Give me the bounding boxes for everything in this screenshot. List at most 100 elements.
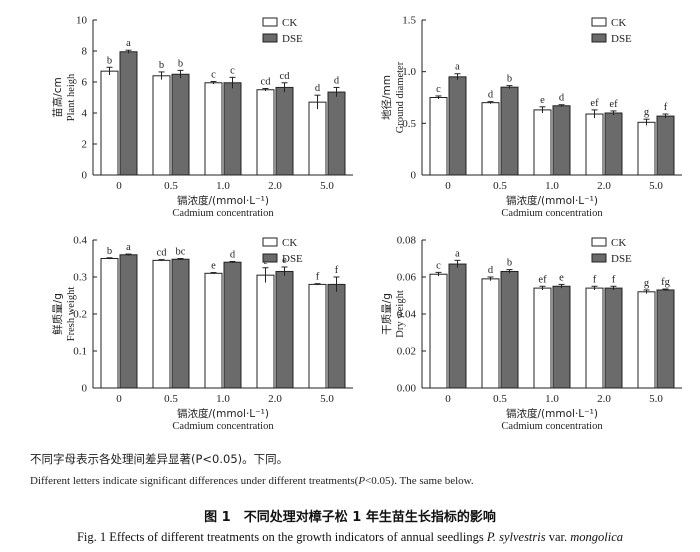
significance-letter: c — [230, 65, 235, 76]
y-tick-label: 0.3 — [73, 272, 87, 284]
significance-letter: a — [126, 38, 131, 49]
note-en-prefix: Different letters indicate significant d… — [30, 475, 359, 487]
bar-ck — [308, 101, 327, 176]
significance-letter: d — [559, 93, 565, 104]
x-tick-label: 0.5 — [164, 393, 178, 405]
x-tick-label: 2.0 — [597, 180, 611, 192]
significance-letter: b — [107, 246, 112, 257]
significance-letter: fg — [661, 277, 670, 288]
legend-label-ck: CK — [282, 237, 297, 249]
y-tick-label: 8 — [82, 46, 88, 58]
bar-dse — [656, 115, 675, 176]
note-en-p: P — [358, 475, 366, 487]
bar-ck — [637, 121, 656, 176]
legend-swatch-dse — [262, 33, 278, 43]
figure-caption-en: Fig. 1 Effects of different treatments o… — [0, 530, 700, 545]
legend-swatch-dse — [262, 253, 278, 263]
bar-ck — [585, 113, 604, 176]
y-axis-label-en: Dry weight — [395, 290, 406, 338]
x-tick-label: 5.0 — [320, 180, 334, 192]
bar-dse — [327, 283, 346, 389]
y-axis-label-en: Fresh weight — [66, 287, 77, 342]
bar-dse — [604, 112, 623, 176]
bar-dse — [448, 76, 467, 176]
significance-letter: g — [644, 278, 650, 289]
bar-dse — [275, 270, 294, 389]
x-axis-label-en: Cadmium concentration — [501, 208, 603, 219]
significance-letter: a — [455, 248, 460, 259]
y-tick-label: 0.00 — [397, 383, 417, 395]
significance-note-cn: 不同字母表示各处理间差异显著(P<0.05)。下同。 — [30, 452, 289, 466]
legend-label-ck: CK — [282, 17, 297, 29]
fig-en-prefix: Fig. 1 Effects of different treatments o… — [76, 530, 487, 544]
chart-panel-3: 00.10.20.30.40ba0.5cdbc1.0ed2.0ee5.0ffCK… — [51, 235, 353, 432]
legend-label-ck: CK — [611, 237, 626, 249]
significance-letter: ef — [590, 98, 599, 109]
bar-ck — [481, 278, 500, 389]
x-tick-label: 0 — [445, 393, 451, 405]
significance-letter: b — [507, 74, 512, 85]
significance-letter: g — [644, 107, 650, 118]
significance-letter: f — [593, 274, 597, 285]
significance-note-en: Different letters indicate significant d… — [30, 475, 474, 487]
chart-panel-4: 0.00 0.02 0.04 0.06 0.08 0 c a 0.5 d b 1.0 ef e 2.0 f f 5… — [381, 235, 682, 432]
y-tick-label: 0 — [82, 383, 88, 395]
significance-letter: e — [282, 255, 287, 266]
x-axis-label-cn: 镉浓度/(mmol·L⁻¹) — [177, 194, 269, 207]
bar-ck — [533, 109, 552, 176]
bar-dse — [223, 261, 242, 389]
significance-letter: cd — [157, 248, 168, 259]
bar-ck — [204, 82, 223, 176]
x-tick-label: 5.0 — [320, 393, 334, 405]
legend-label-dse: DSE — [611, 33, 632, 45]
significance-letter: ef — [538, 274, 547, 285]
bar-dse — [552, 285, 571, 389]
bar-ck — [256, 274, 275, 389]
y-tick-label: 0 — [82, 170, 88, 182]
x-axis-label-cn: 镉浓度/(mmol·L⁻¹) — [177, 407, 269, 420]
x-tick-label: 1.0 — [216, 180, 230, 192]
x-tick-label: 5.0 — [649, 180, 663, 192]
legend-label-dse: DSE — [282, 253, 303, 265]
x-tick-label: 0.5 — [493, 393, 507, 405]
x-tick-label: 2.0 — [268, 180, 282, 192]
fig-en-variety: mongolica — [570, 530, 624, 544]
significance-letter: e — [559, 272, 564, 283]
x-axis-label-cn: 镉浓度/(mmol·L⁻¹) — [506, 407, 598, 420]
legend-swatch-dse — [591, 33, 607, 43]
significance-letter: b — [159, 60, 164, 71]
bar-dse — [119, 254, 138, 389]
y-tick-label: 0 — [411, 170, 417, 182]
significance-letter: b — [107, 55, 112, 66]
bar-dse — [500, 86, 519, 176]
bar-dse — [604, 287, 623, 389]
significance-letter: e — [540, 95, 545, 106]
x-tick-label: 1.0 — [545, 180, 559, 192]
note-en-suffix: <0.05). The same below. — [365, 475, 474, 487]
x-tick-label: 0 — [116, 180, 122, 192]
y-tick-label: 0.08 — [397, 235, 417, 247]
y-axis-label-en: Plant heigh — [66, 73, 77, 121]
x-axis-label-en: Cadmium concentration — [501, 421, 603, 432]
y-axis-label-cn: 鲜质量/g — [51, 293, 64, 335]
significance-letter: c — [211, 70, 216, 81]
chart-panel-2: 0 0.5 1.0 1.5 0 c a 0.5 d b 1.0 e d 2.0 ef ef 5.0 g f CK DSE… — [380, 15, 682, 219]
y-axis-label-cn: 苗高/cm — [51, 77, 64, 118]
bar-dse — [119, 51, 138, 176]
bar-ck — [429, 273, 448, 389]
legend-label-dse: DSE — [282, 33, 303, 45]
bar-ck — [308, 283, 327, 389]
y-tick-label: 0.4 — [73, 235, 87, 247]
x-tick-label: 1.0 — [545, 393, 559, 405]
bar-ck — [585, 287, 604, 389]
y-tick-label: 0.04 — [397, 309, 417, 321]
bar-ck — [481, 102, 500, 176]
legend-swatch-dse — [591, 253, 607, 263]
significance-letter: d — [488, 90, 494, 101]
significance-letter: d — [315, 83, 321, 94]
significance-letter: f — [316, 272, 320, 283]
significance-letter: d — [334, 75, 340, 86]
y-axis-label-cn: 地径/mm — [380, 75, 393, 120]
legend-swatch-ck — [591, 17, 607, 27]
bar-ck — [152, 75, 171, 176]
